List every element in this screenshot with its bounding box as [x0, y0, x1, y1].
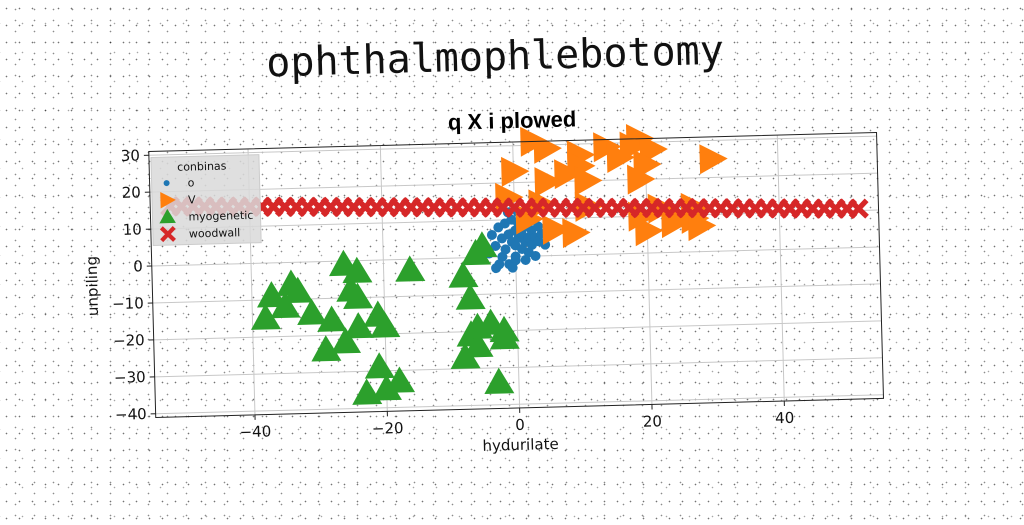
series-myogenetic: [249, 230, 522, 407]
legend-label: V: [188, 193, 196, 206]
x-tick-label: 20: [643, 412, 663, 430]
legend-label: woodwall: [189, 226, 241, 240]
data-point: [699, 144, 728, 175]
y-axis-label: unpiling: [82, 256, 102, 317]
y-tick-label: 30: [121, 146, 141, 164]
y-tick-label: −40: [115, 405, 147, 424]
x-tick-label: −40: [239, 422, 271, 441]
x-tick-label: 0: [515, 416, 525, 434]
x-tick-label: 40: [775, 409, 795, 427]
y-tick-label: −30: [114, 368, 146, 387]
data-point: [852, 202, 865, 215]
chart-marks: [162, 118, 870, 410]
data-point: [534, 133, 563, 164]
legend-label: o: [187, 176, 194, 189]
data-point: [484, 367, 515, 394]
y-tick-label: −20: [113, 331, 145, 350]
x-axis-label: hydurilate: [482, 435, 559, 455]
x-gridline: [513, 142, 520, 408]
chart-title: q X i plowed: [448, 106, 577, 134]
x-gridline: [777, 135, 784, 401]
legend-label: myogenetic: [188, 209, 253, 224]
data-point: [364, 352, 395, 379]
y-tick-label: 10: [122, 220, 142, 238]
y-tick-label: 20: [122, 183, 142, 201]
y-tick-label: 0: [133, 257, 143, 275]
x-tick-label: −20: [372, 419, 404, 438]
data-point: [562, 217, 591, 248]
legend-title: conbinas: [177, 160, 227, 174]
data-point: [574, 165, 603, 196]
y-tick-label: −10: [112, 294, 144, 313]
